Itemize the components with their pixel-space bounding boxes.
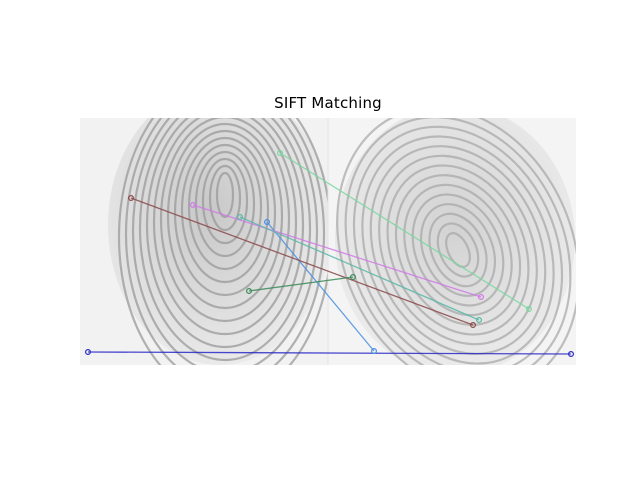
left-keypoint [190,202,197,209]
right-keypoint [478,294,485,301]
match-7 [277,150,532,313]
match-line [279,152,530,310]
match-3 [128,195,477,329]
left-keypoint [264,219,271,226]
match-line [130,197,474,326]
figure-title: SIFT Matching [274,94,382,112]
match-4 [190,202,485,301]
match-line [266,221,375,352]
left-keypoint [237,214,244,221]
right-keypoint [470,322,477,329]
right-keypoint [371,348,378,355]
match-line [87,351,572,355]
right-fingerprint-image [328,118,576,365]
left-keypoint [84,349,91,356]
right-keypoint [525,306,532,313]
right-keypoint [476,317,483,324]
right-keypoint [350,274,357,281]
match-line [248,276,354,292]
left-fingerprint-image [80,118,328,365]
right-keypoint [567,351,574,358]
left-keypoint [128,195,135,202]
match-1 [84,349,574,358]
left-keypoint [246,288,253,295]
match-line [239,216,480,321]
match-6 [246,274,357,295]
match-5 [237,214,483,324]
match-lines [84,150,574,358]
left-keypoint [277,150,284,157]
match-line [192,204,482,298]
match-2 [264,219,378,355]
